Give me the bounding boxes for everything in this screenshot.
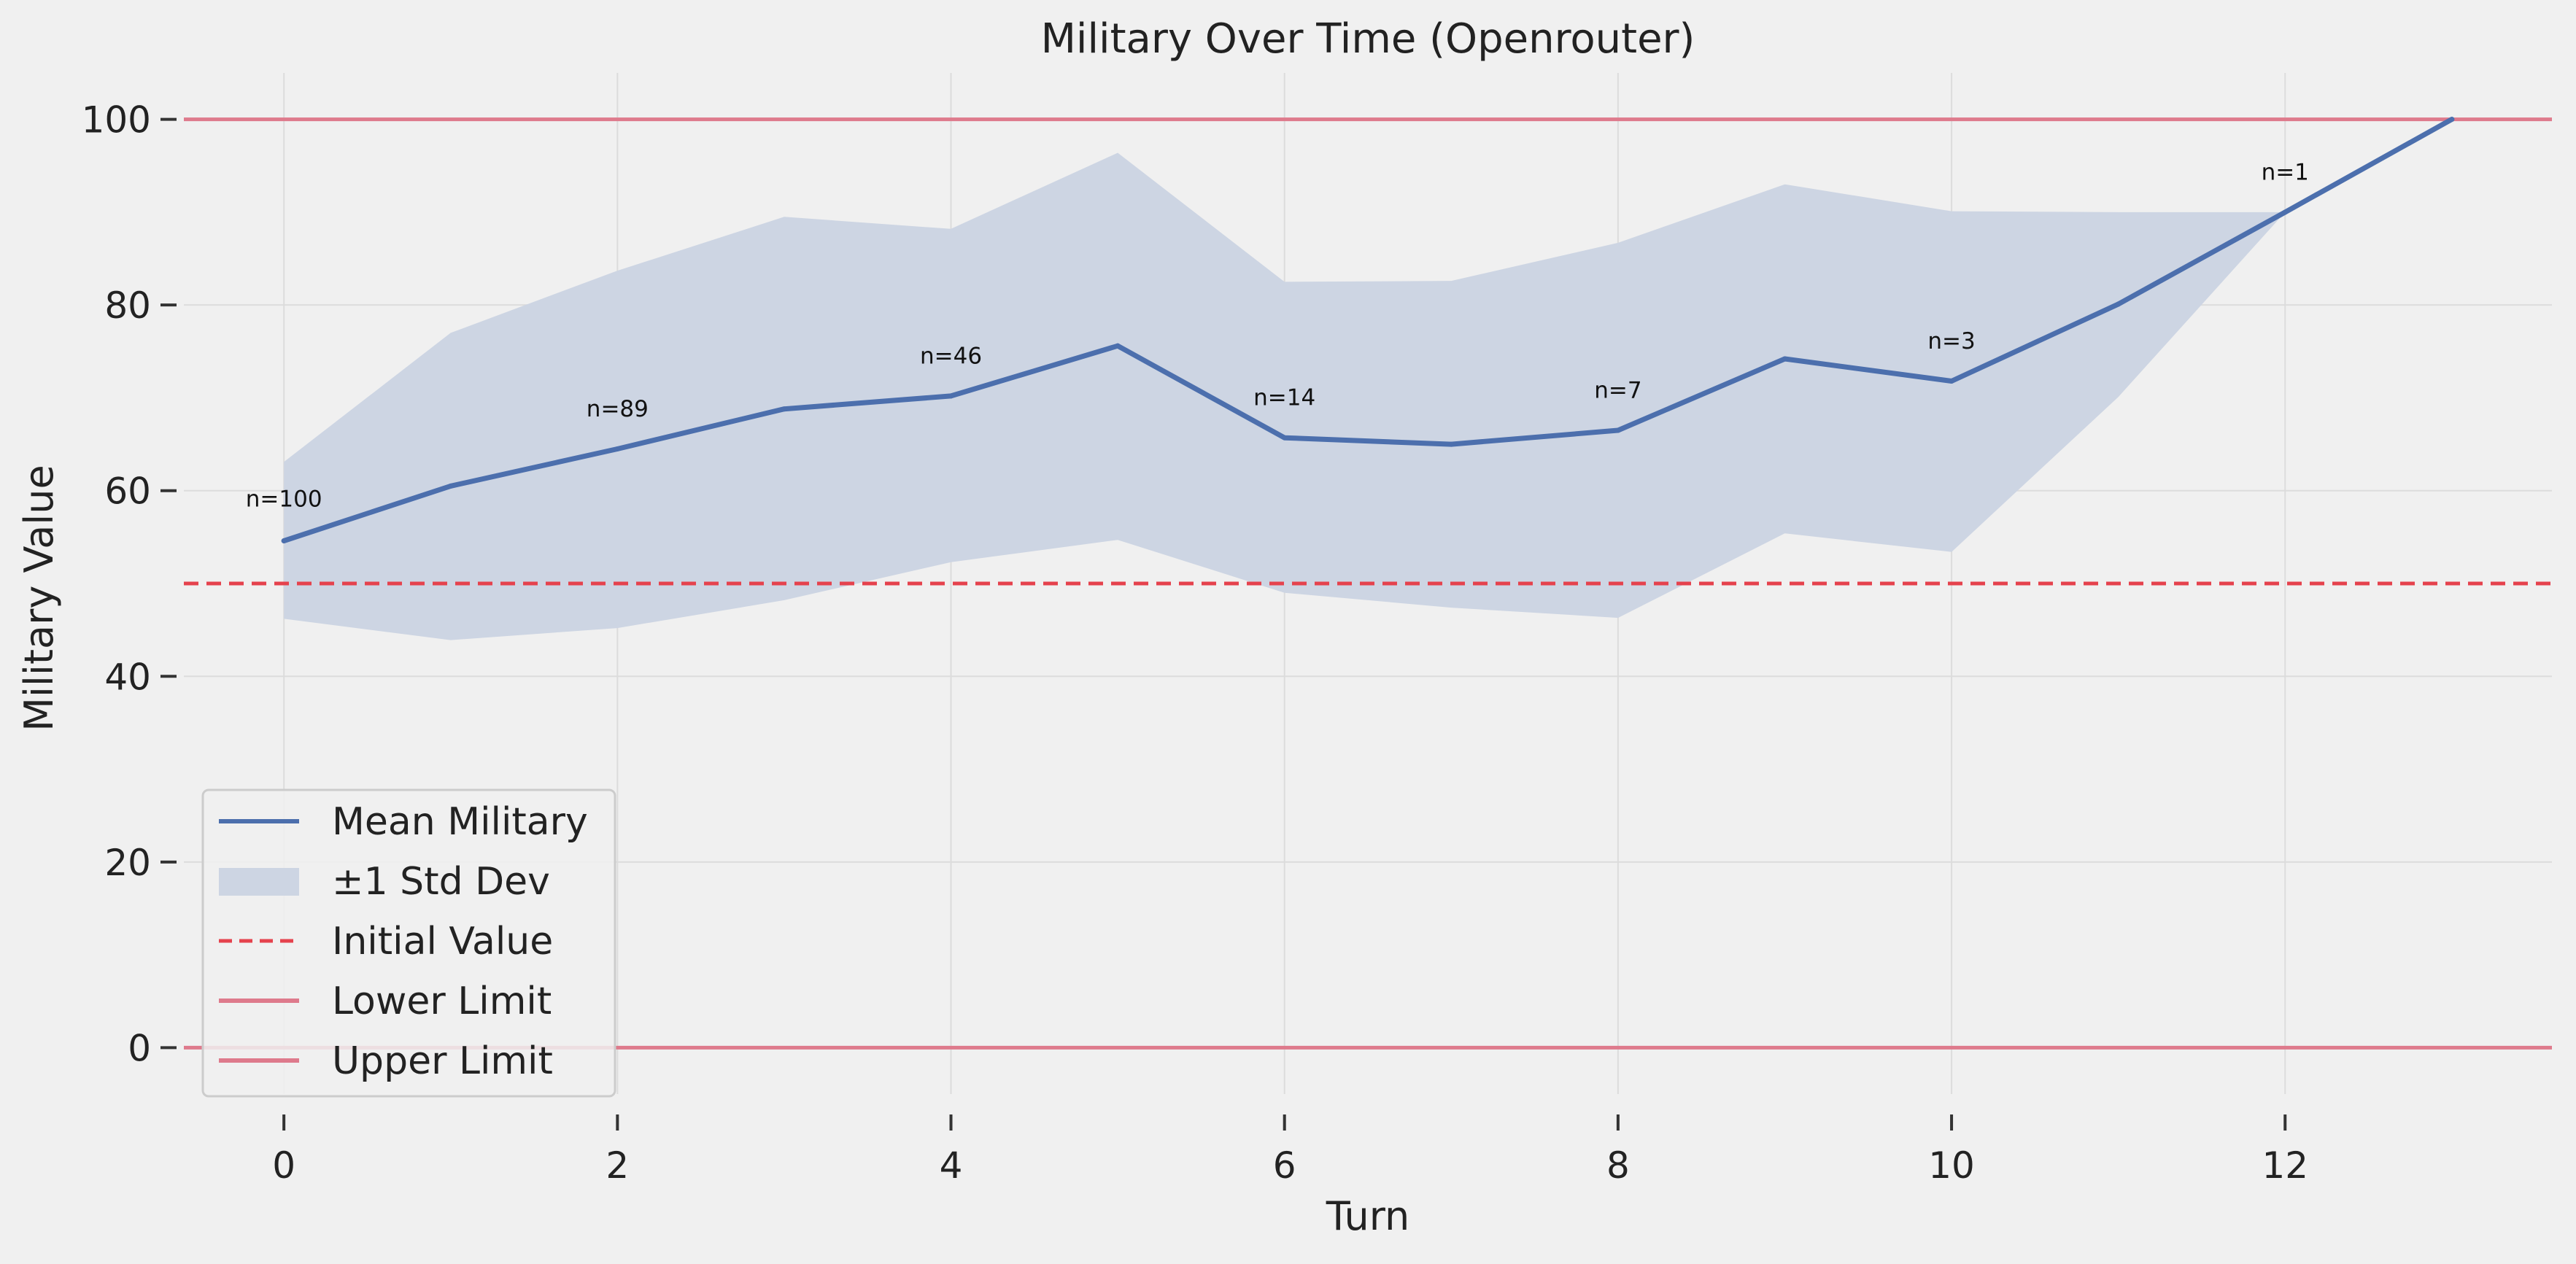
mean-point-10	[1949, 379, 1954, 384]
legend-box	[201, 788, 616, 1098]
mean-point-13	[2449, 117, 2455, 123]
legend-label-upper-limit: Upper Limit	[332, 1039, 553, 1083]
mean-military-line	[281, 117, 2455, 543]
mean-point-8	[1615, 427, 1621, 433]
x-tick-label-2: 2	[606, 1144, 629, 1187]
annotation-n-100: n=100	[246, 486, 322, 512]
sample-size-annotations: n=100 n=89 n=46 n=14 n=7 n=3 n=1	[246, 159, 2309, 512]
annotation-n-46: n=46	[920, 343, 982, 369]
annotation-n-3: n=3	[1927, 328, 1975, 354]
legend-label-initial-value: Initial Value	[332, 920, 553, 963]
annotation-n-89: n=89	[587, 396, 649, 422]
annotation-n-7: n=7	[1594, 377, 1641, 403]
mean-point-7	[1448, 441, 1454, 447]
annotation-n-14: n=14	[1253, 385, 1315, 411]
mean-point-6	[1282, 435, 1288, 441]
y-axis-ticks: 0 20 40 60 80 100	[82, 99, 177, 1069]
mean-point-4	[948, 393, 954, 399]
x-tick-label-12: 12	[2262, 1144, 2308, 1187]
mean-point-3	[781, 406, 787, 412]
y-tick-label-20: 20	[104, 842, 151, 884]
y-axis-label: Military Value	[16, 465, 62, 731]
std-dev-band-area	[284, 119, 2452, 640]
legend-label-1-std-dev: ±1 Std Dev	[332, 860, 550, 904]
x-tick-label-8: 8	[1606, 1144, 1630, 1187]
y-tick-label-0: 0	[128, 1027, 151, 1069]
x-axis-ticks: 0 2 4 6 8 10 12	[272, 1114, 2308, 1187]
y-tick-label-80: 80	[104, 284, 151, 327]
x-tick-label-10: 10	[1928, 1144, 1975, 1187]
y-tick-label-60: 60	[104, 470, 151, 513]
x-tick-label-4: 4	[940, 1144, 963, 1187]
mean-point-0	[281, 538, 287, 543]
mean-point-12	[2282, 209, 2288, 215]
mean-point-11	[2116, 301, 2121, 307]
legend: Mean Military ±1 Std Dev Initial Value Lowe…	[201, 788, 616, 1098]
chart-title: Military Over Time (Openrouter)	[1041, 15, 1695, 63]
legend-swatch-1-std-dev	[219, 868, 299, 896]
std-dev-band	[284, 119, 2452, 640]
legend-label-mean-military: Mean Military	[332, 800, 588, 844]
x-tick-label-0: 0	[272, 1144, 295, 1187]
x-tick-label-6: 6	[1273, 1144, 1296, 1187]
y-tick-label-100: 100	[82, 99, 151, 141]
x-axis-label: Turn	[1326, 1193, 1410, 1239]
mean-point-2	[614, 446, 620, 451]
mean-point-5	[1115, 343, 1121, 349]
series-lines	[281, 117, 2455, 543]
mean-point-9	[1782, 356, 1787, 362]
mean-point-1	[448, 483, 454, 489]
annotation-n-1: n=1	[2262, 159, 2309, 185]
legend-label-lower-limit: Lower Limit	[332, 980, 552, 1023]
y-tick-label-40: 40	[104, 656, 151, 698]
